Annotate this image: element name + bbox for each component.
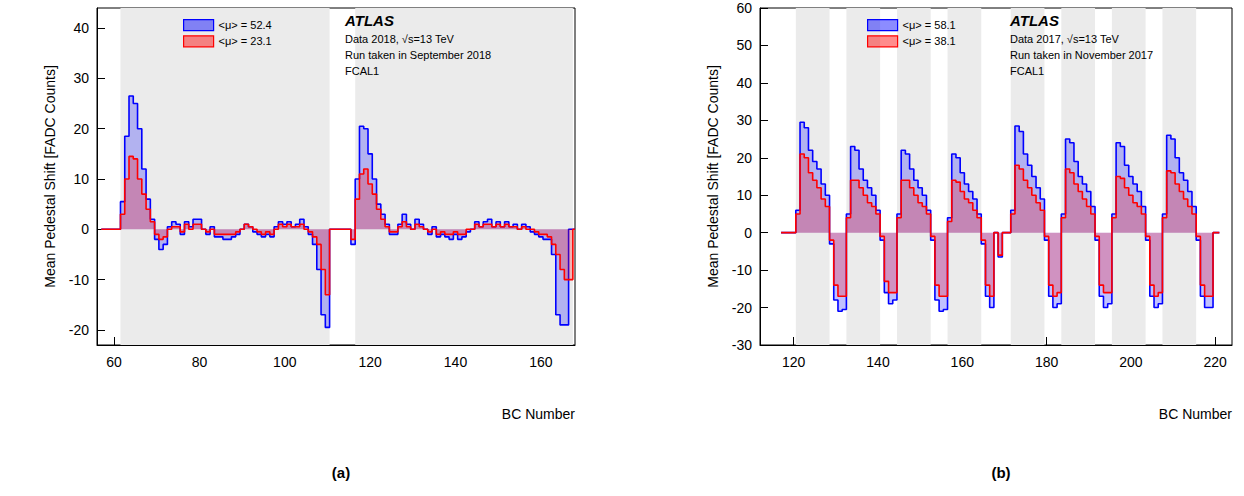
svg-text:10: 10 <box>736 187 752 203</box>
svg-text:220: 220 <box>1203 354 1227 370</box>
svg-text:140: 140 <box>444 354 468 370</box>
svg-text:ATLAS: ATLAS <box>344 12 394 29</box>
svg-text:Data 2017, √s=13 TeV: Data 2017, √s=13 TeV <box>1010 33 1120 45</box>
svg-text:0: 0 <box>744 225 752 241</box>
svg-text:180: 180 <box>1035 354 1059 370</box>
svg-text:Mean Pedestal Shift [FADC Coun: Mean Pedestal Shift [FADC Counts] <box>705 65 721 288</box>
svg-text:-10: -10 <box>69 272 89 288</box>
svg-text:160: 160 <box>951 354 975 370</box>
svg-text:200: 200 <box>1119 354 1143 370</box>
svg-text:120: 120 <box>782 354 806 370</box>
svg-text:30: 30 <box>736 112 752 128</box>
svg-text:20: 20 <box>736 150 752 166</box>
svg-text:BC Number: BC Number <box>1159 406 1232 422</box>
svg-text:120: 120 <box>358 354 382 370</box>
svg-text:0: 0 <box>81 221 89 237</box>
svg-text:FCAL1: FCAL1 <box>1010 65 1044 77</box>
svg-text:100: 100 <box>273 354 297 370</box>
svg-text:<μ> = 58.1: <μ> = 58.1 <box>903 19 956 31</box>
svg-text:Run taken in November 2017: Run taken in November 2017 <box>1010 49 1153 61</box>
svg-text:<μ> = 52.4: <μ> = 52.4 <box>219 19 272 31</box>
svg-text:FCAL1: FCAL1 <box>345 65 379 77</box>
svg-text:(b): (b) <box>991 464 1010 481</box>
svg-text:40: 40 <box>736 75 752 91</box>
svg-text:40: 40 <box>73 20 89 36</box>
svg-text:30: 30 <box>73 70 89 86</box>
svg-text:20: 20 <box>73 121 89 137</box>
svg-text:10: 10 <box>73 171 89 187</box>
svg-text:Run taken in September 2018: Run taken in September 2018 <box>345 49 491 61</box>
svg-text:-30: -30 <box>732 337 752 353</box>
svg-text:<μ> = 38.1: <μ> = 38.1 <box>903 35 956 47</box>
svg-text:-20: -20 <box>69 322 89 338</box>
svg-text:<μ> = 23.1: <μ> = 23.1 <box>219 35 272 47</box>
svg-text:80: 80 <box>192 354 208 370</box>
svg-text:140: 140 <box>866 354 890 370</box>
svg-text:50: 50 <box>736 37 752 53</box>
svg-text:(a): (a) <box>332 464 350 481</box>
svg-text:60: 60 <box>736 0 752 16</box>
svg-text:Data 2018, √s=13 TeV: Data 2018, √s=13 TeV <box>345 33 455 45</box>
svg-text:-20: -20 <box>732 300 752 316</box>
svg-text:ATLAS: ATLAS <box>1009 12 1059 29</box>
svg-text:-10: -10 <box>732 262 752 278</box>
svg-text:Mean Pedestal Shift [FADC Coun: Mean Pedestal Shift [FADC Counts] <box>42 65 58 288</box>
svg-text:160: 160 <box>529 354 553 370</box>
svg-text:BC Number: BC Number <box>502 406 575 422</box>
svg-text:60: 60 <box>106 354 122 370</box>
